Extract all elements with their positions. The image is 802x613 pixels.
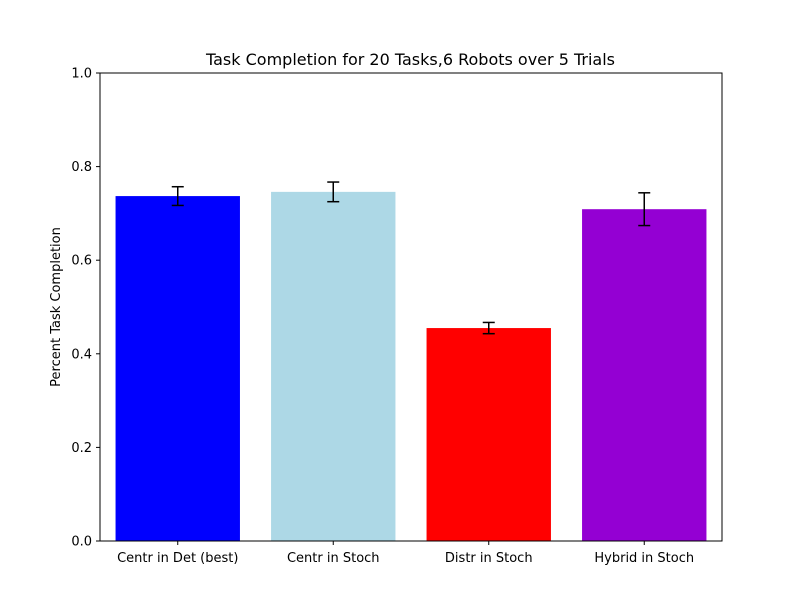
y-tick-label: 0.2 [71, 441, 92, 456]
y-tick-label: 0.0 [71, 535, 92, 550]
y-tick-label: 0.8 [71, 160, 92, 175]
y-tick-label: 0.4 [71, 347, 92, 362]
y-axis-label: Percent Task Completion [49, 227, 64, 387]
y-tick-label: 0.6 [71, 254, 92, 269]
chart-title: Task Completion for 20 Tasks,6 Robots ov… [205, 50, 615, 69]
bar [271, 191, 396, 541]
bar [426, 328, 551, 541]
plot-area: 0.0 0.2 0.4 0.6 0.8 1.0 Centr in Det (best) Cen… [71, 67, 723, 566]
x-tick-label: Centr in Det (best) [117, 551, 238, 566]
x-tick-label: Centr in Stoch [287, 551, 380, 566]
plot-frame [99, 72, 723, 542]
x-tick-label: Hybrid in Stoch [594, 551, 694, 566]
y-tick-label: 1.0 [71, 67, 92, 82]
bar [582, 209, 707, 542]
x-tick-label: Distr in Stoch [445, 551, 533, 566]
bar [115, 196, 240, 542]
